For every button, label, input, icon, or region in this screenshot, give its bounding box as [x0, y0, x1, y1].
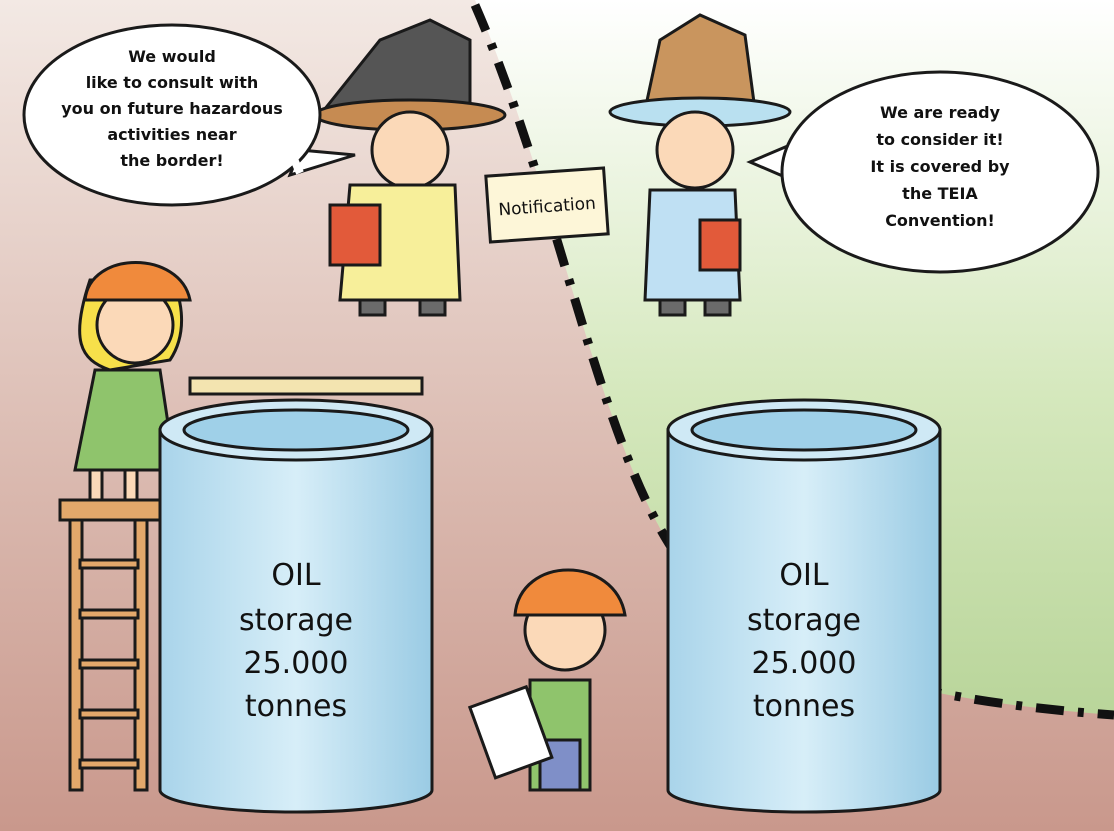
ladder	[58, 498, 162, 792]
bubble-text: the border!	[120, 151, 223, 170]
bubble-text: to consider it!	[876, 130, 1003, 149]
bubble-text: activities near	[107, 125, 236, 144]
tank-label: storage	[239, 603, 353, 638]
speech-bubble	[746, 70, 1100, 274]
bubble-text: It is covered by	[870, 157, 1010, 176]
tank-label: tonnes	[245, 689, 347, 724]
speech-bubble	[22, 23, 356, 207]
bubble-text: We are ready	[880, 103, 1001, 122]
tank-label: tonnes	[753, 689, 855, 724]
tank-label: OIL	[779, 558, 828, 593]
worker	[467, 568, 627, 792]
bubble-text: Convention!	[885, 211, 995, 230]
tank-label: OIL	[271, 558, 320, 593]
bubble-text: like to consult with	[86, 73, 259, 92]
man-right	[608, 13, 792, 317]
notification-sign: Notification	[484, 166, 610, 244]
bubble-text: We would	[128, 47, 216, 66]
oil-tank	[666, 398, 942, 814]
man-left	[313, 18, 507, 317]
tank-label: storage	[747, 603, 861, 638]
tank-label: 25.000	[752, 646, 857, 681]
bubble-text: the TEIA	[902, 184, 978, 203]
woman-measuring	[73, 261, 424, 502]
tank-label: 25.000	[244, 646, 349, 681]
oil-tank	[158, 398, 434, 814]
bubble-text: you on future hazardous	[61, 99, 283, 118]
